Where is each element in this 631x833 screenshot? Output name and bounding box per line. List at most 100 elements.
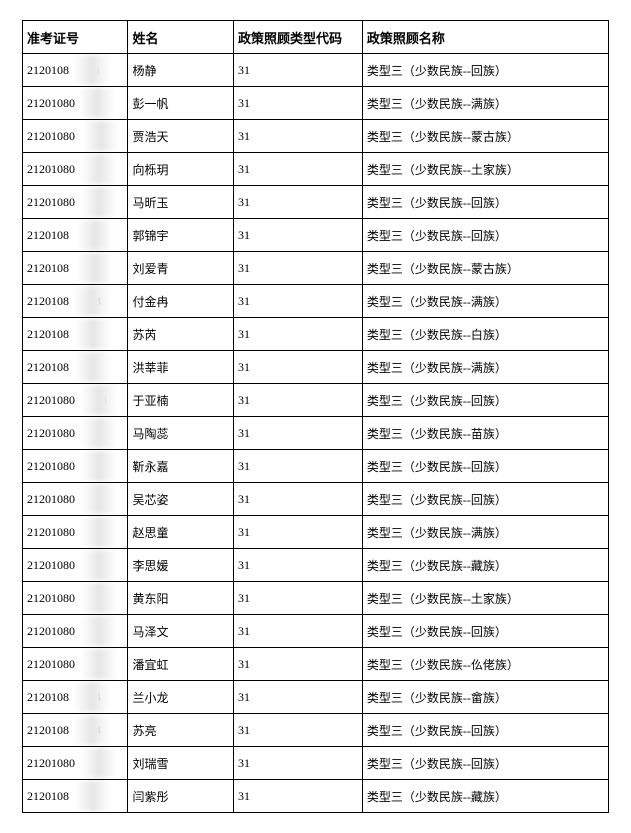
cell-id: 21201080 xyxy=(23,153,128,186)
cell-code: 31 xyxy=(233,582,362,615)
id-suffix xyxy=(75,558,101,572)
cell-id: 21201080 xyxy=(23,450,128,483)
cell-id: 21201081 xyxy=(23,54,128,87)
table-row: 21201084苏亮31类型三（少数民族--回族） xyxy=(23,714,609,747)
cell-type: 类型三（少数民族--满族） xyxy=(362,87,608,120)
cell-type: 类型三（少数民族--回族） xyxy=(362,384,608,417)
id-prefix: 21201080 xyxy=(27,492,75,506)
table-row: 2120108刘爱青31类型三（少数民族--蒙古族） xyxy=(23,252,609,285)
id-suffix xyxy=(69,228,95,242)
cell-name: 苏芮 xyxy=(128,318,233,351)
cell-code: 31 xyxy=(233,87,362,120)
id-suffix: 4 xyxy=(69,723,101,737)
cell-id: 212010803 xyxy=(23,384,128,417)
cell-type: 类型三（少数民族--回族） xyxy=(362,450,608,483)
cell-id: 2120108 xyxy=(23,318,128,351)
header-code: 政策照顾类型代码 xyxy=(233,21,362,54)
policy-table: 准考证号 姓名 政策照顾类型代码 政策照顾名称 21201081杨静31类型三（… xyxy=(22,20,609,813)
id-suffix xyxy=(69,360,95,374)
id-suffix xyxy=(75,657,101,671)
header-id: 准考证号 xyxy=(23,21,128,54)
cell-type: 类型三（少数民族--藏族） xyxy=(362,549,608,582)
cell-code: 31 xyxy=(233,219,362,252)
id-suffix xyxy=(75,96,101,110)
cell-name: 付金冉 xyxy=(128,285,233,318)
id-prefix: 2120108 xyxy=(27,63,69,77)
id-prefix: 21201080 xyxy=(27,624,75,638)
cell-code: 31 xyxy=(233,648,362,681)
cell-code: 31 xyxy=(233,549,362,582)
cell-name: 郭锦宇 xyxy=(128,219,233,252)
cell-type: 类型三（少数民族--满族） xyxy=(362,351,608,384)
id-prefix: 21201080 xyxy=(27,525,75,539)
id-prefix: 21201080 xyxy=(27,459,75,473)
cell-id: 21201080 xyxy=(23,516,128,549)
cell-code: 31 xyxy=(233,153,362,186)
cell-code: 31 xyxy=(233,483,362,516)
cell-type: 类型三（少数民族--回族） xyxy=(362,54,608,87)
cell-type: 类型三（少数民族--回族） xyxy=(362,747,608,780)
cell-id: 21201080 xyxy=(23,87,128,120)
id-suffix xyxy=(69,789,95,803)
cell-type: 类型三（少数民族--仫佬族） xyxy=(362,648,608,681)
cell-type: 类型三（少数民族--苗族） xyxy=(362,417,608,450)
cell-name: 马陶蕊 xyxy=(128,417,233,450)
id-prefix: 21201080 xyxy=(27,195,75,209)
cell-type: 类型三（少数民族--蒙古族） xyxy=(362,252,608,285)
id-suffix: 4 xyxy=(69,690,101,704)
cell-type: 类型三（少数民族--回族） xyxy=(362,714,608,747)
cell-name: 吴芯姿 xyxy=(128,483,233,516)
table-row: 21201080马泽文31类型三（少数民族--回族） xyxy=(23,615,609,648)
id-suffix xyxy=(75,426,101,440)
cell-code: 31 xyxy=(233,351,362,384)
cell-name: 李思媛 xyxy=(128,549,233,582)
cell-code: 31 xyxy=(233,285,362,318)
id-suffix xyxy=(75,195,101,209)
cell-code: 31 xyxy=(233,318,362,351)
table-row: 212010803于亚楠31类型三（少数民族--回族） xyxy=(23,384,609,417)
header-row: 准考证号 姓名 政策照顾类型代码 政策照顾名称 xyxy=(23,21,609,54)
id-suffix xyxy=(75,624,101,638)
cell-code: 31 xyxy=(233,54,362,87)
table-row: 21201080黄东阳31类型三（少数民族--土家族） xyxy=(23,582,609,615)
cell-id: 21201080 xyxy=(23,615,128,648)
id-prefix: 2120108 xyxy=(27,261,69,275)
id-prefix: 2120108 xyxy=(27,360,69,374)
cell-id: 21201084 xyxy=(23,681,128,714)
cell-type: 类型三（少数民族--满族） xyxy=(362,516,608,549)
cell-name: 于亚楠 xyxy=(128,384,233,417)
id-prefix: 2120108 xyxy=(27,690,69,704)
cell-id: 2120108 xyxy=(23,219,128,252)
cell-id: 21201080 xyxy=(23,648,128,681)
cell-type: 类型三（少数民族--回族） xyxy=(362,186,608,219)
cell-id: 21201080 xyxy=(23,186,128,219)
cell-name: 靳永嘉 xyxy=(128,450,233,483)
cell-type: 类型三（少数民族--白族） xyxy=(362,318,608,351)
cell-type: 类型三（少数民族--藏族） xyxy=(362,780,608,813)
id-suffix xyxy=(75,492,101,506)
cell-code: 31 xyxy=(233,714,362,747)
table-row: 21201080向栎玥31类型三（少数民族--土家族） xyxy=(23,153,609,186)
cell-type: 类型三（少数民族--满族） xyxy=(362,285,608,318)
id-prefix: 2120108 xyxy=(27,294,69,308)
cell-code: 31 xyxy=(233,780,362,813)
cell-type: 类型三（少数民族--回族） xyxy=(362,219,608,252)
id-suffix xyxy=(75,129,101,143)
id-suffix xyxy=(69,261,95,275)
id-prefix: 21201080 xyxy=(27,558,75,572)
cell-name: 马昕玉 xyxy=(128,186,233,219)
table-row: 21201080马昕玉31类型三（少数民族--回族） xyxy=(23,186,609,219)
id-prefix: 21201080 xyxy=(27,96,75,110)
id-suffix xyxy=(75,525,101,539)
table-row: 21201080潘宜虹31类型三（少数民族--仫佬族） xyxy=(23,648,609,681)
cell-name: 洪莘菲 xyxy=(128,351,233,384)
table-row: 2120108郭锦宇31类型三（少数民族--回族） xyxy=(23,219,609,252)
id-suffix xyxy=(75,591,101,605)
cell-name: 马泽文 xyxy=(128,615,233,648)
table-row: 21201080 李思媛31类型三（少数民族--藏族） xyxy=(23,549,609,582)
cell-type: 类型三（少数民族--回族） xyxy=(362,483,608,516)
cell-code: 31 xyxy=(233,417,362,450)
cell-id: 21201080 xyxy=(23,417,128,450)
cell-code: 31 xyxy=(233,681,362,714)
cell-name: 刘瑞雪 xyxy=(128,747,233,780)
